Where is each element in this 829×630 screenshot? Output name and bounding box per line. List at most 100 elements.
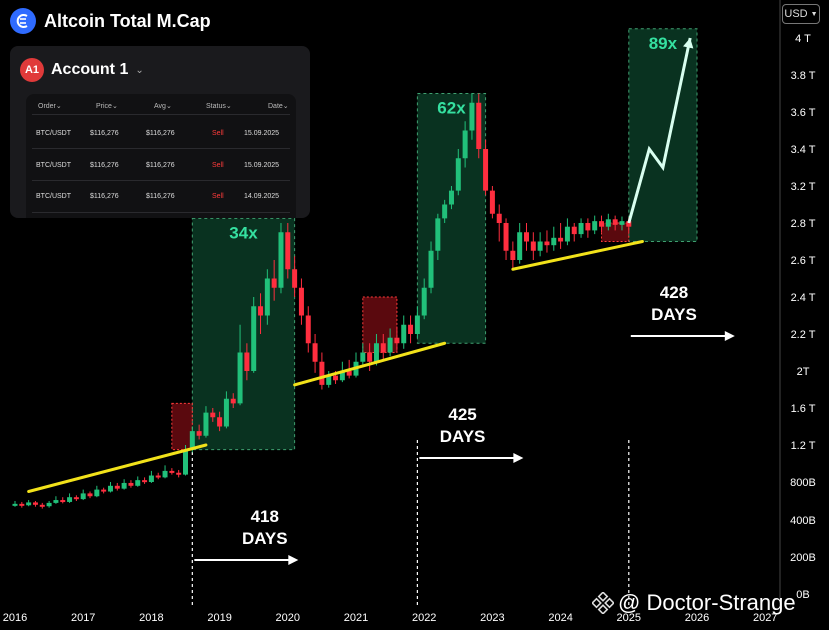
candle-body (544, 241, 550, 246)
x-tick-label: 2021 (344, 612, 368, 624)
candle-body (73, 497, 79, 500)
candle-body (612, 219, 618, 225)
candle-body (53, 500, 59, 503)
candle-body (285, 232, 291, 270)
cell-avg: $116,276 (146, 162, 175, 169)
candle-body (237, 352, 243, 404)
y-tick-label: 2.4 T (791, 292, 816, 304)
cell-date: 14.09.2025 (244, 193, 280, 200)
days-annotation-label: DAYS (440, 427, 486, 446)
candle-body (162, 470, 168, 478)
candle-body (230, 398, 236, 404)
x-axis: 2016 2017 2018 2019 2020 2021 2022 2023 2024 2025… (3, 612, 778, 624)
support-trendline (511, 240, 644, 271)
x-tick-label: 2026 (685, 612, 709, 624)
candle-body (264, 278, 270, 316)
y-tick-label: 2.6 T (791, 255, 816, 267)
growth-zone (191, 217, 296, 451)
days-annotation-label: DAYS (651, 305, 697, 324)
watermark: @ Doctor-Strange (592, 590, 796, 616)
chart-title: Altcoin Total M.Cap (44, 10, 211, 31)
coin-logo-icon (10, 8, 36, 34)
x-tick-label: 2019 (207, 612, 231, 624)
x-tick-label: 2027 (753, 612, 777, 624)
candle-body (571, 226, 577, 235)
y-tick-label: 2T (797, 366, 810, 378)
y-tick-label: 400B (790, 515, 816, 527)
y-tick-label: 3.6 T (791, 107, 816, 119)
candle-body (39, 504, 45, 507)
chevron-down-icon: ⌄ (135, 64, 144, 76)
candle-body (60, 500, 66, 503)
candle-body (244, 352, 250, 371)
candle-body (619, 221, 625, 225)
col-header-price[interactable]: Price⌄ (96, 103, 118, 110)
candle-body (408, 324, 414, 334)
candle-body (462, 130, 468, 159)
currency-selector[interactable]: USD ▼ (782, 4, 820, 24)
candle-body (210, 412, 216, 418)
y-axis: 4 T 3.8 T 3.6 T 3.4 T 3.2 T 2.8 T 2.6 T 2.4 T 2.… (779, 0, 816, 605)
candle-body (305, 315, 311, 344)
y-tick-label: 1.6 T (791, 403, 816, 415)
candle-body (489, 190, 495, 214)
projection-arrowhead (683, 38, 694, 49)
candle-body (135, 480, 141, 486)
candle-body (251, 306, 257, 371)
candlesticks (12, 93, 632, 509)
zone-multiplier-label: 89x (649, 34, 678, 53)
x-tick-label: 2024 (548, 612, 572, 624)
candle-body (121, 482, 127, 489)
x-tick-label: 2020 (276, 612, 300, 624)
col-header-avg[interactable]: Avg⌄ (154, 103, 172, 110)
candle-body (12, 503, 18, 506)
days-annotation-label: DAYS (242, 529, 288, 548)
col-header-status[interactable]: Status⌄ (206, 103, 232, 110)
projection-line (627, 37, 692, 224)
chevron-down-icon: ▼ (810, 10, 818, 18)
candle-body (292, 269, 298, 288)
candle-body (367, 352, 373, 362)
candle-body (455, 158, 461, 191)
y-tick-label: 800B (790, 477, 816, 489)
cell-price: $116,276 (90, 162, 119, 169)
candle-body (67, 497, 73, 502)
days-arrow-head (513, 453, 524, 463)
candle-body (196, 431, 202, 436)
candle-body (183, 449, 188, 475)
days-annotation-number: 428 (660, 283, 688, 302)
candle-body (476, 102, 482, 149)
candle-body (46, 502, 52, 507)
cell-order: BTC/USDT (36, 162, 71, 169)
x-tick-label: 2025 (617, 612, 641, 624)
col-header-date[interactable]: Date⌄ (268, 103, 289, 110)
account-selector[interactable]: A1 Account 1 ⌄ (20, 58, 144, 82)
growth-zone (416, 93, 487, 344)
candle-body (428, 250, 434, 288)
candle-body (435, 218, 441, 251)
candle-body (537, 241, 543, 251)
candle-body (19, 503, 25, 506)
candle-body (333, 375, 339, 381)
candle-body (626, 221, 632, 227)
candle-body (387, 337, 393, 353)
candle-body (373, 343, 379, 362)
candle-body (155, 475, 161, 478)
col-header-order[interactable]: Order⌄ (38, 103, 62, 110)
orders-table: Order⌄ Price⌄ Avg⌄ Status⌄ Date⌄ BTC/USD… (26, 94, 296, 218)
y-tick-label: 3.2 T (791, 181, 816, 193)
candle-body (87, 493, 93, 497)
growth-zones (191, 28, 698, 451)
candle-body (107, 485, 113, 492)
candle-body (298, 287, 304, 316)
candle-body (271, 278, 277, 288)
row-divider (32, 212, 290, 213)
candle-body (169, 470, 175, 473)
y-tick-label: 3.8 T (791, 70, 816, 82)
candle-body (394, 337, 400, 344)
candle-body (176, 472, 182, 475)
y-tick-label: 2.8 T (791, 218, 816, 230)
candle-body (469, 102, 475, 131)
candle-body (319, 361, 325, 385)
cell-status: Sell (212, 162, 224, 169)
